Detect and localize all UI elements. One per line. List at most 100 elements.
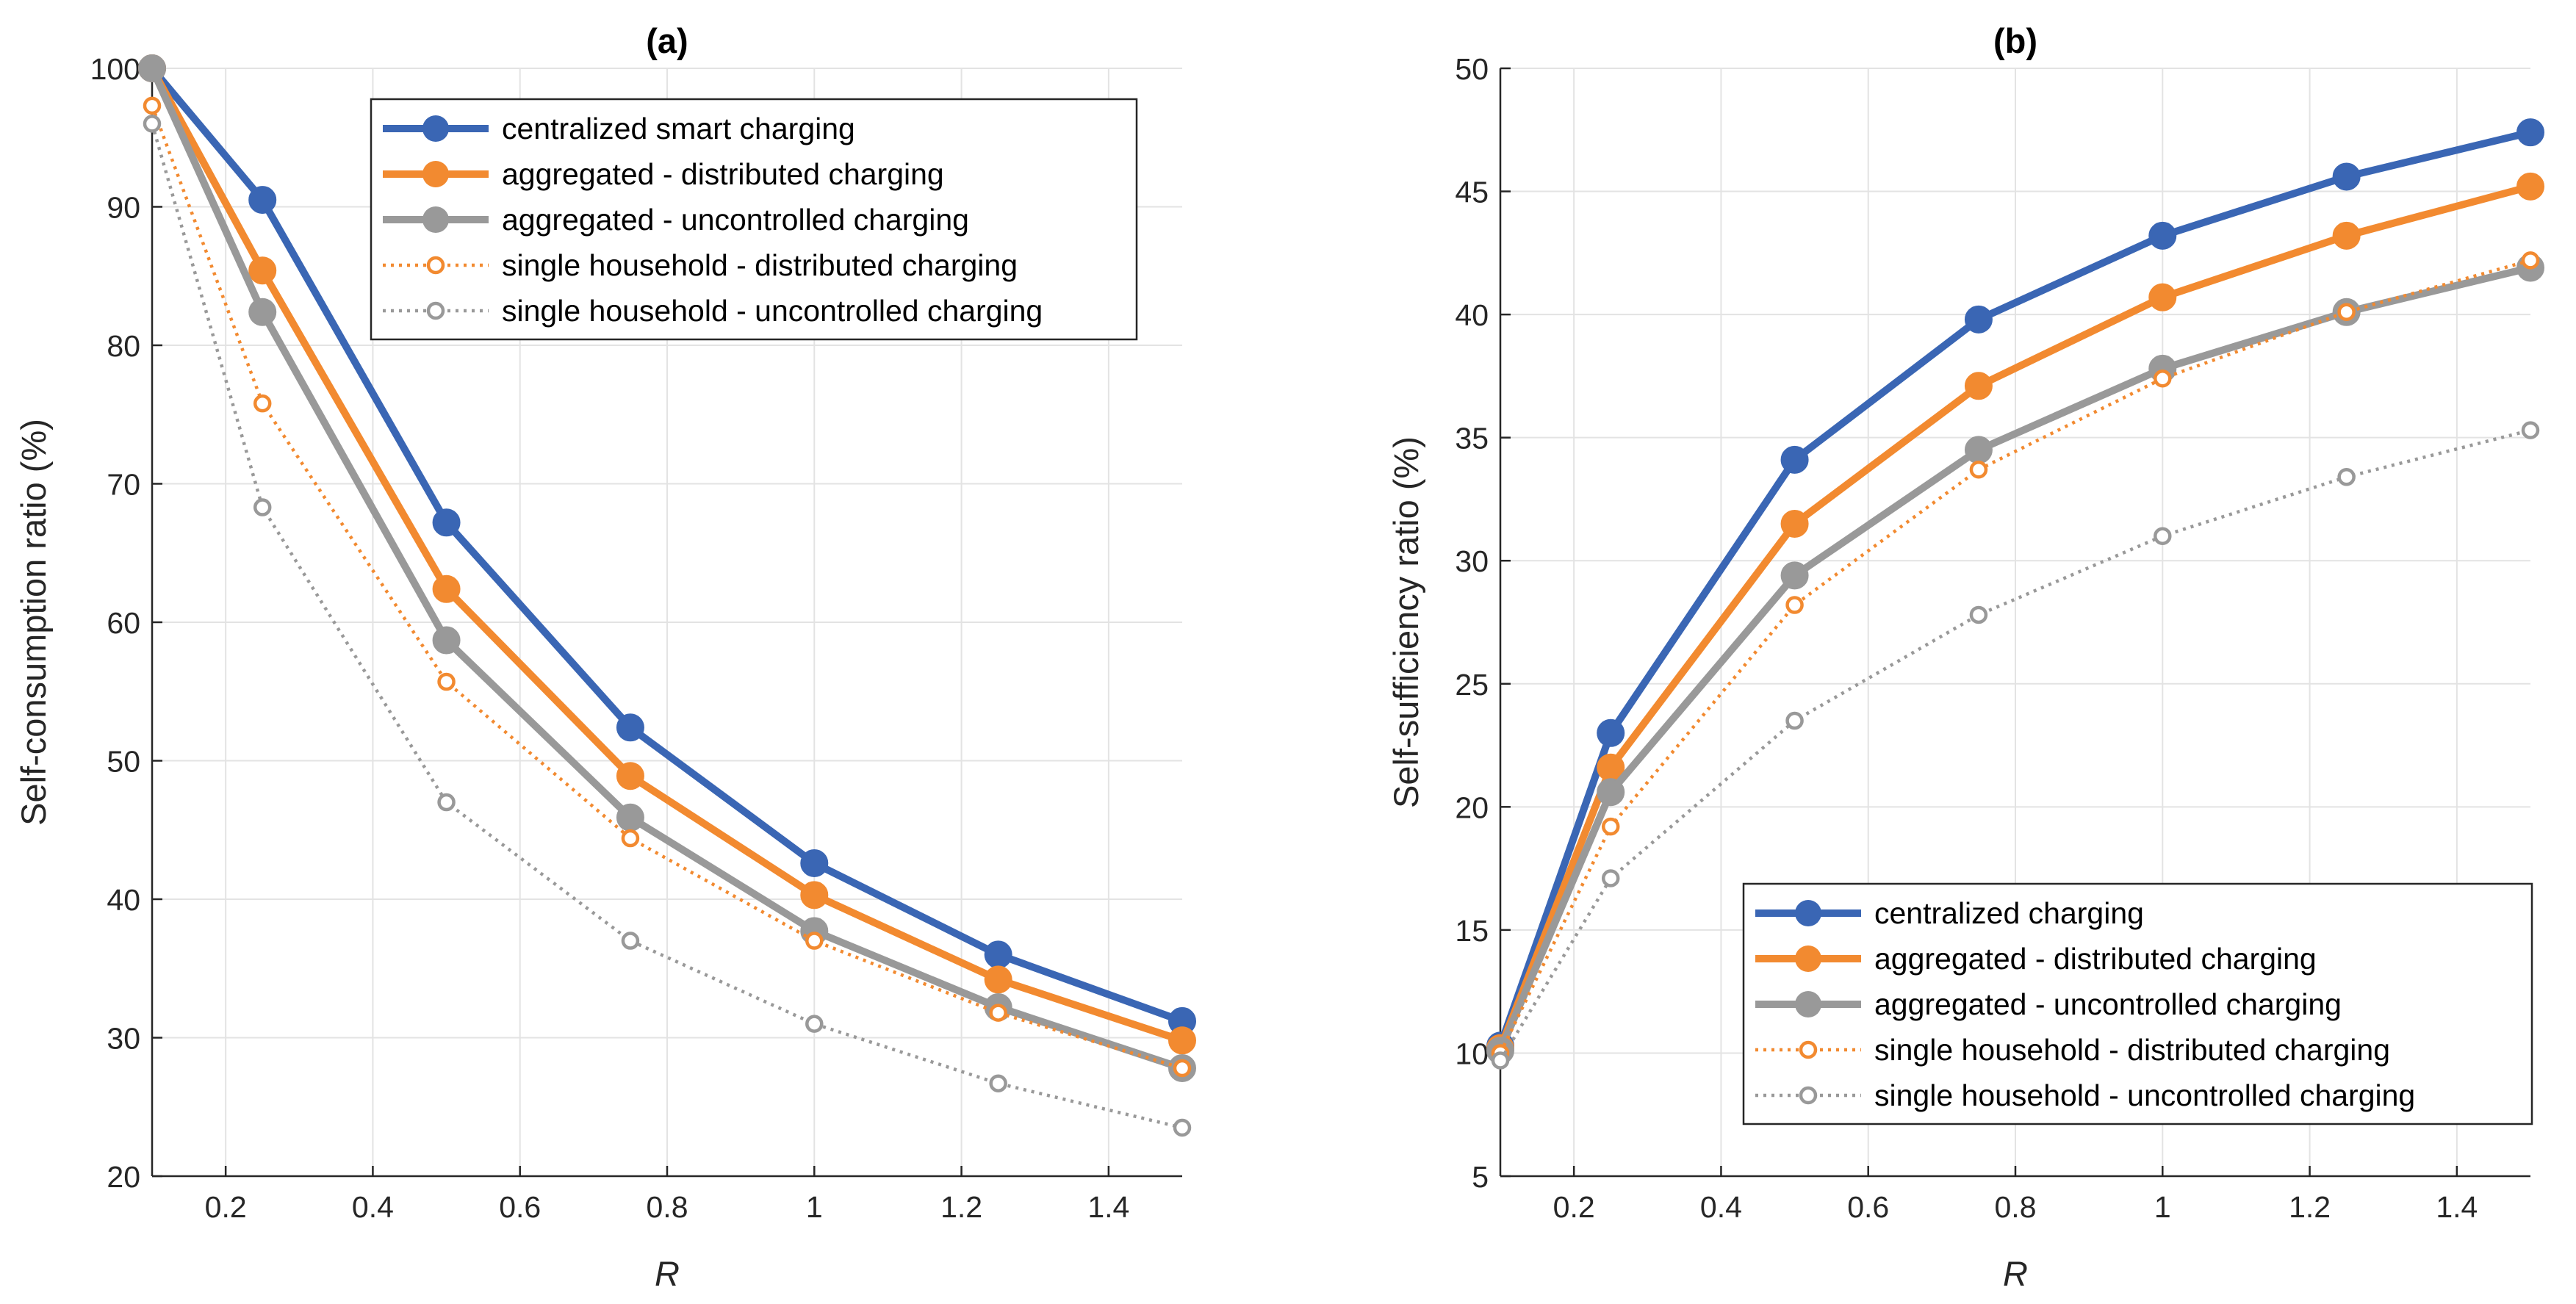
data-point bbox=[616, 803, 644, 832]
legend-box bbox=[1742, 882, 2533, 1125]
y-tick-label: 20 bbox=[1455, 790, 1489, 824]
legend-swatch-marker bbox=[1795, 991, 1821, 1017]
legend-swatch-marker bbox=[426, 256, 445, 275]
x-tick-label: 1 bbox=[2154, 1190, 2171, 1224]
legend-label: aggregated - uncontrolled charging bbox=[502, 203, 969, 237]
data-point bbox=[1969, 460, 1988, 479]
y-tick-label: 45 bbox=[1455, 176, 1489, 209]
x-tick-label: 1.2 bbox=[940, 1190, 982, 1224]
y-axis-label: Self-consumption ratio (%) bbox=[14, 419, 53, 826]
data-point bbox=[437, 672, 456, 691]
legend-swatch-marker bbox=[426, 301, 445, 320]
data-point bbox=[1168, 1026, 1196, 1055]
x-tick-label: 0.4 bbox=[352, 1190, 394, 1224]
legend-swatch-marker bbox=[1799, 1040, 1818, 1059]
data-point bbox=[984, 940, 1012, 969]
data-point bbox=[616, 713, 644, 742]
data-point bbox=[989, 1004, 1007, 1022]
x-tick-label: 0.2 bbox=[205, 1190, 247, 1224]
data-point bbox=[1964, 305, 1993, 334]
legend-label: aggregated - uncontrolled charging bbox=[1874, 987, 2342, 1021]
y-tick-label: 70 bbox=[107, 468, 140, 502]
legend: centralized smart charging aggregated - d… bbox=[370, 98, 1138, 341]
chart-panel-a: 0.2 0.4 0.6 0.8 1 1.2 1.4 20 30 40 50 60 70 80 90 100 (a… bbox=[14, 21, 1196, 1293]
data-point bbox=[1780, 509, 1809, 538]
y-tick-label: 80 bbox=[107, 329, 140, 363]
data-point bbox=[800, 849, 829, 877]
x-tick-label: 0.2 bbox=[1553, 1190, 1595, 1224]
y-tick-label: 30 bbox=[1455, 544, 1489, 578]
data-point bbox=[437, 793, 456, 812]
chart-title: (a) bbox=[646, 21, 688, 60]
x-tick-label: 0.8 bbox=[647, 1190, 688, 1224]
legend-swatch-marker bbox=[1799, 1086, 1818, 1105]
data-point bbox=[1173, 1059, 1192, 1078]
legend-label: centralized smart charging bbox=[502, 112, 855, 145]
chart-panel-b: 0.2 0.4 0.6 0.8 1 1.2 1.4 5 10 15 20 25 30 35 40 45 50 (b… bbox=[1386, 21, 2544, 1293]
series-2 bbox=[1486, 172, 2544, 1062]
data-point bbox=[432, 626, 461, 655]
legend-label: single household - uncontrolled charging bbox=[502, 294, 1043, 328]
legend-swatch-marker bbox=[422, 206, 449, 233]
data-point bbox=[1601, 817, 1620, 836]
data-point bbox=[800, 881, 829, 909]
y-tick-label: 90 bbox=[107, 191, 140, 225]
legend: centralized charging aggregated - distrib… bbox=[1742, 882, 2533, 1125]
data-point bbox=[2332, 162, 2361, 191]
y-tick-label: 15 bbox=[1455, 914, 1489, 948]
data-point bbox=[138, 54, 166, 82]
data-point bbox=[805, 932, 824, 950]
data-point bbox=[2516, 172, 2544, 201]
data-point bbox=[1597, 778, 1625, 807]
x-tick-label: 0.4 bbox=[1700, 1190, 1742, 1224]
x-tick-label: 0.6 bbox=[1847, 1190, 1889, 1224]
data-point bbox=[2521, 421, 2540, 439]
y-tick-label: 50 bbox=[107, 745, 140, 779]
data-point bbox=[2148, 221, 2177, 250]
data-point bbox=[1785, 596, 1804, 614]
series-5 bbox=[1491, 421, 2540, 1070]
data-point bbox=[621, 829, 640, 848]
data-point bbox=[616, 762, 644, 790]
legend-label: centralized charging bbox=[1874, 896, 2144, 930]
y-tick-label: 100 bbox=[90, 52, 140, 86]
legend-swatch-marker bbox=[1795, 945, 1821, 972]
data-point bbox=[143, 96, 162, 115]
data-point bbox=[621, 932, 640, 950]
data-point bbox=[2521, 251, 2540, 270]
x-axis-label: R bbox=[2003, 1254, 2028, 1293]
chart-title: (b) bbox=[1993, 21, 2037, 60]
y-tick-label: 20 bbox=[107, 1160, 140, 1194]
data-point bbox=[984, 965, 1012, 994]
y-axis-label: Self-sufficiency ratio (%) bbox=[1386, 436, 1425, 808]
x-tick-label: 1.4 bbox=[1087, 1190, 1129, 1224]
data-point bbox=[1601, 869, 1620, 887]
y-tick-label: 35 bbox=[1455, 422, 1489, 455]
y-tick-label: 60 bbox=[107, 606, 140, 640]
x-axis-label: R bbox=[655, 1254, 680, 1293]
data-point bbox=[1597, 718, 1625, 747]
data-point bbox=[2332, 221, 2361, 250]
legend-box bbox=[370, 98, 1138, 341]
data-point bbox=[248, 186, 277, 215]
data-point bbox=[2148, 283, 2177, 311]
y-tick-label: 30 bbox=[107, 1022, 140, 1056]
legend-swatch-marker bbox=[1795, 900, 1821, 926]
data-point bbox=[1785, 711, 1804, 730]
data-point bbox=[432, 574, 461, 603]
y-tick-label: 50 bbox=[1455, 52, 1489, 86]
legend-label: single household - uncontrolled charging bbox=[1874, 1078, 2415, 1112]
series-2 bbox=[138, 54, 1196, 1055]
y-tick-label: 40 bbox=[1455, 298, 1489, 332]
data-point bbox=[1491, 1051, 1510, 1070]
legend-label: aggregated - distributed charging bbox=[1874, 942, 2317, 976]
data-point bbox=[1173, 1118, 1192, 1137]
data-point bbox=[253, 498, 272, 516]
data-point bbox=[2154, 527, 2172, 545]
data-point bbox=[248, 256, 277, 285]
data-point bbox=[2516, 118, 2544, 147]
y-tick-label: 25 bbox=[1455, 668, 1489, 702]
legend-swatch-marker bbox=[422, 115, 449, 142]
legend-label: single household - distributed charging bbox=[502, 248, 1018, 282]
